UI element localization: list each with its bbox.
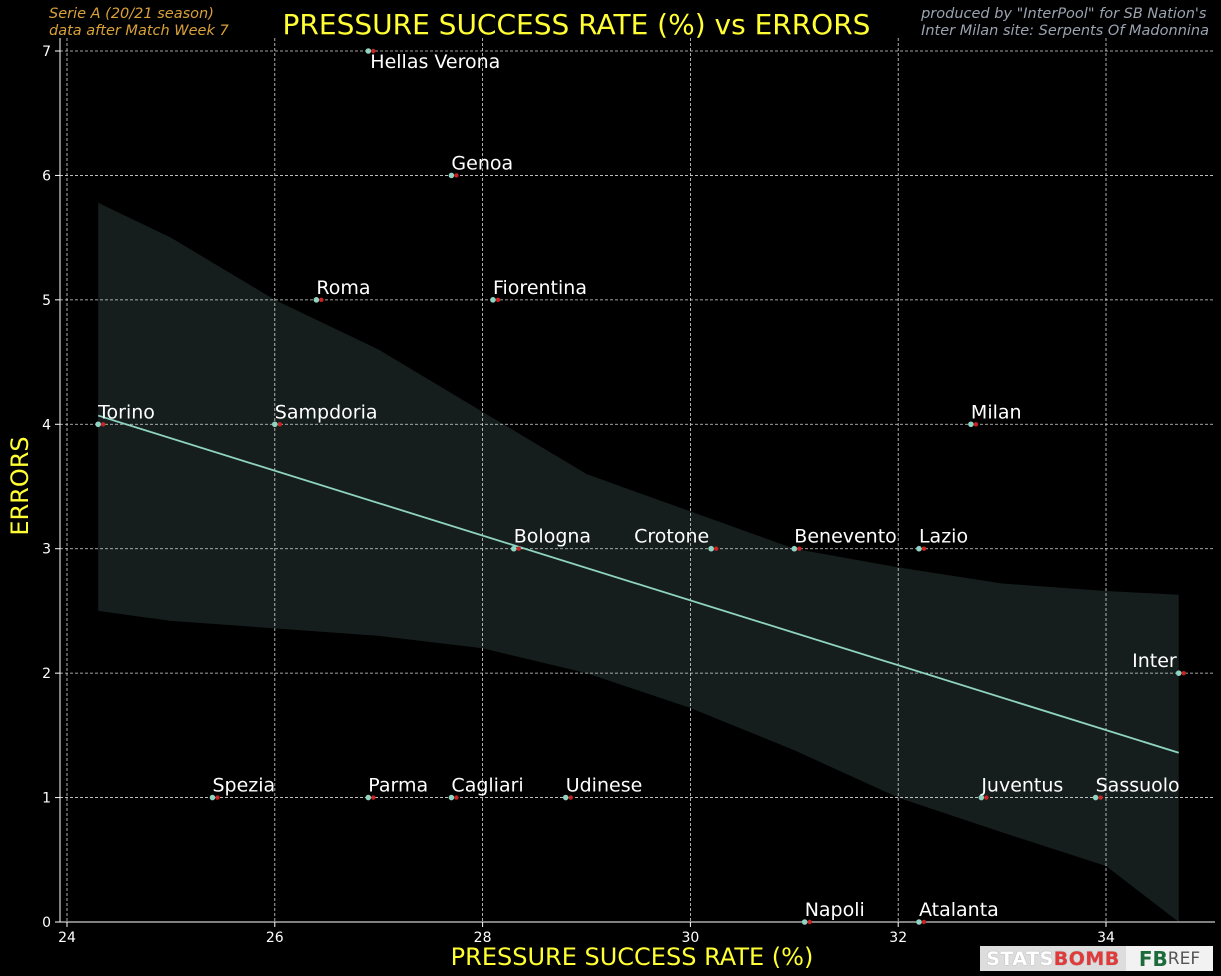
team-label: Hellas Verona (370, 51, 500, 73)
data-point-marker (215, 795, 220, 800)
data-point-marker (984, 795, 989, 800)
data-source-logos: STATS BOMB FB REF (980, 946, 1213, 971)
data-point (448, 794, 455, 801)
fbref-logo-part-1: FB (1138, 946, 1168, 971)
team-label: Inter (1132, 650, 1177, 672)
data-point (1092, 794, 1099, 801)
data-point-marker (319, 297, 324, 303)
team-label: Genoa (451, 152, 513, 174)
season-note: Serie A (20/21 season) data after Match … (49, 6, 229, 40)
data-point (791, 545, 798, 552)
x-tick-label: 28 (474, 930, 492, 946)
y-tick-label: 3 (42, 542, 51, 558)
data-point (708, 545, 714, 552)
team-label: Roma (316, 277, 370, 299)
team-label: Crotone (634, 526, 709, 548)
data-point-marker (454, 795, 459, 800)
data-point (490, 297, 496, 303)
data-point-marker (371, 795, 376, 800)
team-label: Sassuolo (1096, 775, 1180, 797)
y-tick-label: 0 (42, 915, 51, 931)
data-point-marker (100, 422, 106, 427)
x-tick-label: 24 (58, 930, 76, 946)
data-point (916, 545, 922, 552)
statsbomb-logo-part-2: BOMB (1053, 947, 1120, 970)
y-tick-label: 5 (42, 293, 51, 309)
y-tick-label: 1 (42, 791, 51, 807)
matchweek-line: data after Match Week 7 (49, 23, 229, 39)
data-point (448, 172, 455, 179)
chart-title: PRESSURE SUCCESS RATE (%) vs ERRORS (282, 8, 871, 41)
credit-line-1: produced by "InterPool" for SB Nation's (921, 6, 1207, 22)
data-point (916, 919, 922, 925)
data-point-marker (516, 546, 521, 551)
x-tick-label: 30 (681, 930, 699, 946)
data-point (801, 919, 808, 925)
data-point (510, 545, 517, 552)
data-point-marker (797, 546, 802, 551)
team-label: Spezia (212, 775, 275, 797)
team-label: Milan (971, 401, 1022, 423)
data-point (209, 794, 216, 801)
data-point (365, 48, 372, 54)
team-label: Bologna (514, 526, 591, 548)
confidence-band (98, 202, 1179, 922)
data-point-marker (921, 546, 927, 551)
x-tick-label: 26 (266, 930, 284, 946)
data-point-marker (807, 919, 812, 925)
data-point-marker (1098, 795, 1103, 800)
team-label: Udinese (566, 775, 643, 797)
team-label: Atalanta (919, 899, 999, 921)
x-tick-label: 32 (889, 930, 907, 946)
data-point-marker (454, 173, 459, 178)
data-point (365, 794, 372, 801)
data-point (1175, 670, 1182, 676)
credit-line-2: Inter Milan site: Serpents Of Madonnina (921, 23, 1209, 39)
data-point-marker (973, 422, 979, 427)
team-label: Torino (97, 401, 155, 423)
y-axis-label: ERRORS (6, 436, 34, 535)
data-point-marker (495, 297, 501, 303)
team-label: Fiorentina (493, 277, 587, 299)
y-tick-label: 6 (42, 168, 51, 184)
data-point (313, 297, 320, 303)
data-point (95, 421, 101, 428)
data-point (968, 421, 974, 428)
fbref-logo: FB REF (1126, 946, 1213, 971)
data-point (562, 794, 569, 801)
regression-line (97, 414, 1179, 754)
data-point-marker (713, 546, 719, 551)
team-label: Napoli (805, 899, 865, 921)
fbref-logo-part-2: REF (1167, 948, 1201, 969)
team-label: Parma (368, 775, 428, 797)
data-point-marker (277, 422, 282, 427)
statsbomb-logo: STATS BOMB (980, 946, 1126, 971)
team-label: Benevento (794, 526, 897, 548)
team-label: Sampdoria (275, 401, 378, 423)
x-tick-label: 34 (1097, 930, 1115, 946)
y-tick-label: 4 (42, 417, 51, 433)
y-tick-label: 7 (42, 44, 51, 60)
data-point-marker (568, 795, 573, 800)
data-point-marker (1181, 670, 1186, 676)
team-label: Cagliari (451, 775, 523, 797)
credit-note: produced by "InterPool" for SB Nation's … (921, 6, 1209, 40)
team-label: Lazio (919, 526, 968, 548)
data-point (978, 794, 985, 801)
data-point-marker (371, 48, 376, 54)
data-point (272, 421, 278, 428)
x-axis-label: PRESSURE SUCCESS RATE (%) (451, 943, 814, 971)
statsbomb-logo-part-1: STATS (986, 947, 1054, 970)
team-label: Juventus (980, 775, 1063, 797)
y-tick-label: 2 (42, 666, 51, 682)
season-line: Serie A (20/21 season) (49, 6, 214, 22)
data-point-marker (921, 919, 927, 925)
